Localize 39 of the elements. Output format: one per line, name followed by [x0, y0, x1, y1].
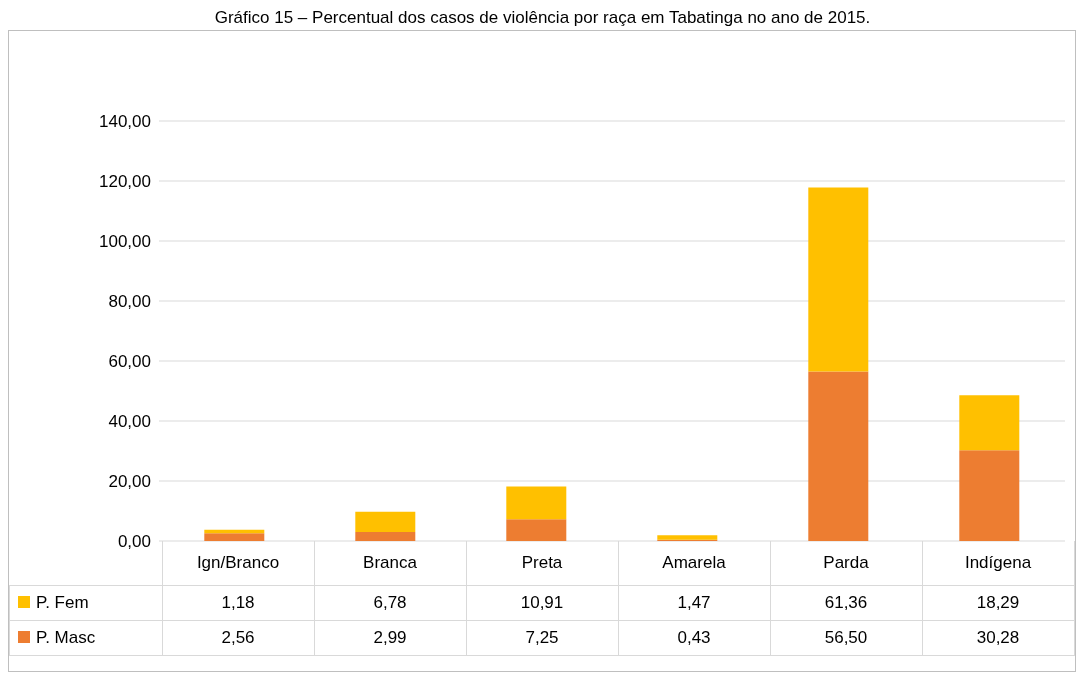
data-label: 61,36	[770, 585, 922, 621]
y-tick-label: 80,00	[108, 292, 151, 312]
x-tick-label: Preta	[466, 541, 618, 586]
bar	[808, 187, 869, 372]
y-tick-label: 20,00	[108, 472, 151, 492]
x-tick-label: Parda	[770, 541, 922, 586]
data-label: 18,29	[922, 585, 1074, 621]
data-label: 2,56	[162, 620, 314, 656]
data-label: 0,43	[618, 620, 770, 656]
y-tick-label: 60,00	[108, 352, 151, 372]
bar	[959, 450, 1020, 541]
y-tick-label: 100,00	[99, 232, 151, 252]
bar	[506, 519, 567, 541]
legend-label: P. Masc	[9, 620, 162, 656]
bar	[808, 371, 869, 541]
bar	[959, 395, 1020, 451]
data-label: 1,47	[618, 585, 770, 621]
bar	[204, 533, 265, 541]
legend-label: P. Fem	[9, 585, 162, 621]
chart-title: Gráfico 15 – Percentual dos casos de violência por raça em Tabatinga no ano de 2015.	[213, 8, 872, 29]
bar	[506, 486, 567, 520]
data-label: 1,18	[162, 585, 314, 621]
y-tick-label: 120,00	[99, 172, 151, 192]
data-label: 7,25	[466, 620, 618, 656]
data-label: 30,28	[922, 620, 1074, 656]
data-label: 2,99	[314, 620, 466, 656]
x-tick-label: Amarela	[618, 541, 770, 586]
data-label: 6,78	[314, 585, 466, 621]
data-label: 56,50	[770, 620, 922, 656]
bar	[355, 511, 416, 533]
y-tick-label: 140,00	[99, 112, 151, 132]
data-label: 10,91	[466, 585, 618, 621]
y-tick-label: 0,00	[117, 532, 151, 552]
bar	[355, 532, 416, 541]
y-tick-label: 40,00	[108, 412, 151, 432]
bar	[657, 535, 718, 540]
x-tick-label: Ign/Branco	[162, 541, 314, 586]
x-tick-label: Indígena	[922, 541, 1074, 586]
x-tick-label: Branca	[314, 541, 466, 586]
